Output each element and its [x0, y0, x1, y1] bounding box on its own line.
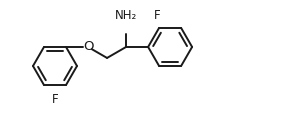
Text: O: O — [83, 40, 93, 53]
Text: F: F — [154, 9, 160, 22]
Text: NH₂: NH₂ — [115, 9, 137, 22]
Text: F: F — [52, 93, 58, 106]
